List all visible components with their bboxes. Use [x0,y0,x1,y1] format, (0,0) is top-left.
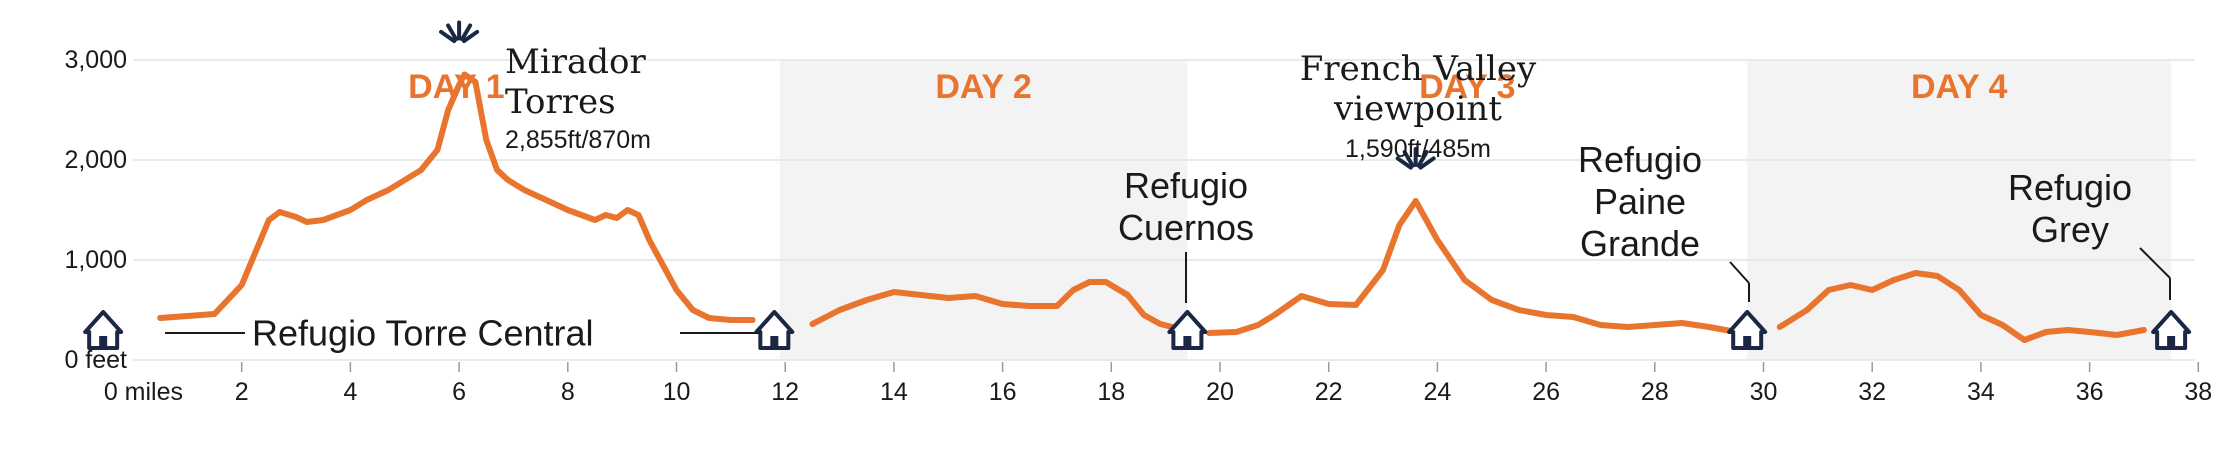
day-labels: DAY 1 DAY 2 DAY 3 DAY 4 [408,68,2007,106]
peak-name-line: Mirador [505,42,646,82]
x-tick-label: 10 [663,378,691,406]
x-tick-label: 20 [1206,378,1234,406]
hut-house-icon [83,310,124,350]
hut-label-line: Paine [1594,181,1686,222]
elevation-line-segment [1206,198,1734,336]
hut-house-icon [2151,310,2192,350]
peak-label-french-valley: French Valley viewpoint 1,590ft/485m [1300,49,1537,163]
x-tick-label: 12 [771,378,799,406]
x-tick-label: 26 [1532,378,1560,406]
house-outline [1167,310,1208,350]
x-tick-label: 38 [2184,378,2212,406]
hut-label-cuernos: Refugio Cuernos [1118,165,1254,303]
x-tick-label: 8 [561,378,575,406]
hut-house-icon [1167,310,1208,350]
house-door [2167,336,2176,348]
peak-elevation: 2,855ft/870m [505,126,651,154]
day-band-shade [1747,60,2172,360]
x-axis-ticks: 0 miles 2 4 6 8 10 12 14 16 18 20 22 24 26 28 30 32 34 36 3… [104,362,2212,406]
hut-label-line: Cuernos [1118,207,1254,248]
x-tick-label: 18 [1097,378,1125,406]
hut-house-icon [754,310,795,350]
elevation-series [157,71,2147,343]
day-label: DAY 2 [935,68,1031,106]
house-outline [2151,310,2192,350]
hut-label-line: Refugio [2008,167,2132,208]
peak-name-line: Torres [505,82,616,122]
y-tick-label: 3,000 [64,46,127,74]
starburst-ray [1416,149,1429,168]
peak-starburst-icon [439,20,480,44]
x-tick-label: 2 [235,378,249,406]
peak-label-mirador-torres: Mirador Torres 2,855ft/870m [505,42,651,154]
day-label: DAY 3 [1419,68,1515,106]
x-tick-label: 22 [1315,378,1343,406]
x-tick-label: 0 miles [104,378,183,406]
x-tick-label: 4 [343,378,357,406]
house-outline [754,310,795,350]
house-outline [83,310,124,350]
hut-house-icon [1727,310,1768,350]
x-tick-label: 16 [989,378,1017,406]
day-label: DAY 4 [1911,68,2007,106]
hut-label-torre-central: Refugio Torre Central [165,313,760,354]
elevation-line-segment [1776,270,2147,343]
starburst-ray [439,29,457,44]
y-tick-label: 0 feet [64,346,127,374]
hut-label-grey: Refugio Grey [2008,167,2171,300]
x-tick-label: 36 [2076,378,2104,406]
hut-label-line: Grey [2031,209,2109,250]
hut-label-line: Grande [1580,223,1700,264]
house-door [1183,336,1192,348]
elevation-line-segment [157,71,756,323]
x-tick-label: 30 [1750,378,1778,406]
peak-elevation: 1,590ft/485m [1345,135,1491,163]
peak-markers [439,20,1436,170]
hut-icons [83,310,2192,350]
gridlines [133,59,2195,361]
x-tick-label: 34 [1967,378,1995,406]
house-door [770,336,779,348]
y-axis-ticks: 0 feet 1,000 2,000 3,000 [64,46,127,374]
elevation-line-segment [809,279,1180,331]
peak-name-line: French Valley [1300,49,1537,89]
starburst-ray [462,29,480,44]
starburst-ray [1402,149,1415,168]
hut-label-line: Refugio [1124,165,1248,206]
x-tick-label: 6 [452,378,466,406]
x-tick-label: 24 [1423,378,1451,406]
starburst-ray [460,23,473,42]
hut-label: Refugio Torre Central [252,313,594,354]
house-outline [1727,310,1768,350]
starburst-ray [446,23,459,42]
peak-name-line: viewpoint [1333,89,1502,129]
hut-label-paine-grande: Refugio Paine Grande [1578,139,1750,302]
x-tick-label: 28 [1641,378,1669,406]
x-tick-label: 32 [1858,378,1886,406]
y-tick-label: 1,000 [64,246,127,274]
hut-label-line: Refugio [1578,139,1702,180]
peak-starburst-icon [1395,147,1436,170]
house-door [1743,336,1752,348]
starburst-ray [1395,156,1413,170]
y-tick-label: 2,000 [64,146,127,174]
starburst-ray [1418,156,1436,170]
house-door [99,336,108,348]
x-tick-label: 14 [880,378,908,406]
